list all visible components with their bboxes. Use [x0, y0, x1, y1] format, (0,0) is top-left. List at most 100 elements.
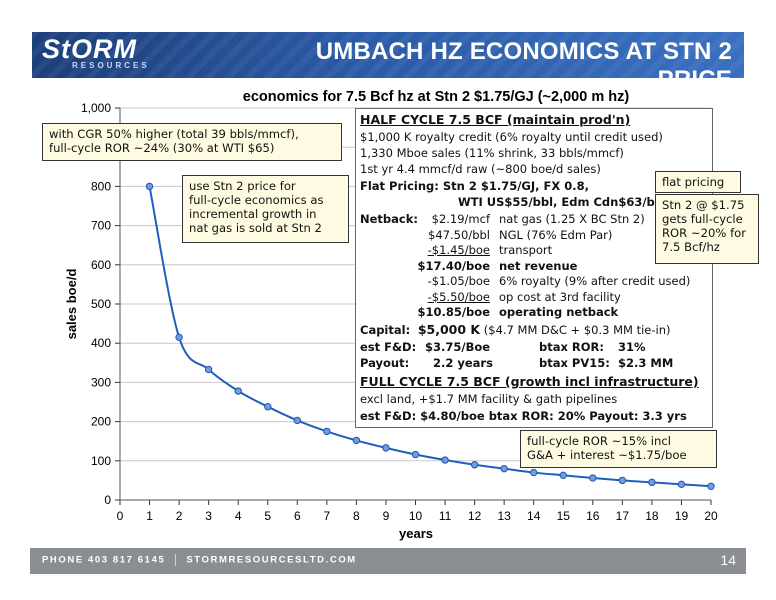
x-tick-label: 12	[468, 509, 482, 523]
y-tick-label: 0	[104, 493, 111, 507]
slide-header: StORM RESOURCES UMBACH HZ ECONOMICS AT S…	[0, 0, 776, 93]
netback-value: -$1.45/boe	[427, 243, 490, 257]
netback-description: operating netback	[499, 305, 619, 319]
logo-main-text: StORM	[42, 34, 137, 64]
x-tick-label: 4	[235, 509, 242, 523]
stn2-note-line: use Stn 2 price for	[189, 179, 296, 193]
netback-description: 6% royalty (9% after credit used)	[499, 274, 691, 288]
full-cycle-title: FULL CYCLE 7.5 BCF (growth incl infrastr…	[360, 374, 699, 389]
flat-note-line: flat pricing	[662, 175, 725, 189]
data-point	[204, 365, 213, 374]
data-point	[589, 474, 597, 482]
capital-line: Capital: $5,000 K ($4.7 MM D&C + $0.3 MM…	[360, 322, 671, 337]
axes	[115, 107, 712, 505]
stn2-175-line: gets full-cycle	[662, 212, 743, 226]
y-tick-label: 600	[91, 258, 111, 272]
footer-website[interactable]: STORMRESOURCESLTD.COM	[186, 554, 357, 566]
y-tick-label: 400	[91, 336, 111, 350]
header-band	[32, 32, 744, 78]
stn2-note-line: nat gas is sold at Stn 2	[189, 221, 322, 235]
cgr-note-line: with CGR 50% higher (total 39 bbls/mmcf)…	[49, 127, 299, 141]
payout-label: Payout:	[360, 356, 410, 370]
netback-label: Netback:	[360, 212, 418, 226]
footer-contact: PHONE 403 817 6145 STORMRESOURCESLTD.COM	[42, 554, 357, 566]
stn2-175-note: Stn 2 @ $1.75 gets full-cycle ROR ~20% f…	[655, 194, 759, 264]
capital-detail: ($4.7 MM D&C + $0.3 MM tie-in)	[483, 323, 671, 337]
x-tick-label: 19	[675, 509, 689, 523]
data-point	[145, 182, 154, 191]
y-tick-labels: 01002003004005006007008009001,000	[81, 101, 111, 507]
x-tick-label: 0	[117, 509, 124, 523]
x-tick-label: 6	[294, 509, 301, 523]
footer-divider	[175, 554, 177, 566]
full-cycle-line-2: est F&D: $4.80/boe btax ROR: 20% Payout:…	[360, 409, 687, 423]
flat-pricing-line-2: WTI US$55/bbl, Edm Cdn$63/bbl	[458, 195, 667, 209]
data-point	[470, 461, 479, 469]
y-tick-label: 1,000	[81, 101, 111, 115]
x-axis-label: years	[399, 526, 433, 541]
economics-panel: HALF CYCLE 7.5 BCF (maintain prod'n) $1,…	[355, 108, 713, 428]
first-year-line: 1st yr 4.4 mmcf/d raw (~800 boe/d sales)	[360, 162, 601, 176]
stn2-175-line: 7.5 Bcf/hz	[662, 240, 720, 254]
data-point	[234, 387, 242, 395]
x-tick-label: 16	[586, 509, 600, 523]
x-tick-label: 9	[383, 509, 390, 523]
data-point	[323, 427, 331, 436]
page-number: 14	[720, 552, 736, 568]
cgr-note-line: full-cycle ROR ~24% (30% at WTI $65)	[49, 141, 275, 155]
y-axis-label: sales boe/d	[64, 269, 79, 340]
fd-label: est F&D:	[360, 340, 417, 354]
netback-value: $17.40/boe	[417, 258, 490, 273]
full-cycle-note: full-cycle ROR ~15% incl G&A + interest …	[520, 430, 717, 468]
x-tick-label: 18	[645, 509, 659, 523]
x-tick-label: 11	[439, 509, 452, 523]
netback-description: transport	[499, 243, 553, 257]
netback-value: $2.19/mcf	[431, 212, 490, 226]
stn2-note-line: incremental growth in	[189, 207, 317, 221]
data-point	[648, 478, 656, 487]
data-point	[618, 476, 627, 485]
x-tick-label: 15	[557, 509, 571, 523]
flat-pricing-note: flat pricing	[655, 171, 741, 193]
full-cycle-note-line: full-cycle ROR ~15% incl	[527, 434, 671, 448]
x-tick-label: 8	[353, 509, 360, 523]
stn2-175-line: Stn 2 @ $1.75	[662, 198, 745, 212]
series-layer	[145, 182, 715, 490]
stn2-175-line: ROR ~20% for	[662, 226, 747, 240]
sales-line: 1,330 Mboe sales (11% shrink, 33 bbls/mm…	[360, 146, 624, 160]
stn2-note-line: full-cycle economics as	[189, 193, 324, 207]
half-cycle-title: HALF CYCLE 7.5 BCF (maintain prod'n)	[360, 112, 631, 127]
fd-value: $3.75/Boe	[425, 340, 491, 354]
data-point	[293, 416, 301, 425]
data-point	[264, 403, 272, 411]
netback-value: $10.85/boe	[417, 305, 490, 319]
cgr-note: with CGR 50% higher (total 39 bbls/mmcf)…	[42, 123, 342, 161]
netback-value: -$1.05/boe	[427, 274, 490, 288]
x-tick-label: 13	[497, 509, 511, 523]
btax-ror-label: btax ROR:	[539, 340, 604, 354]
y-tick-label: 800	[91, 179, 111, 193]
netback-description: op cost at 3rd facility	[499, 289, 621, 304]
netback-description: nat gas (1.25 X BC Stn 2)	[499, 212, 645, 226]
netback-description: net revenue	[499, 258, 578, 273]
y-tick-label: 100	[91, 454, 111, 468]
chart-title: economics for 7.5 Bcf hz at Stn 2 $1.75/…	[243, 89, 630, 105]
slide-footer: PHONE 403 817 6145 STORMRESOURCESLTD.COM …	[30, 548, 746, 574]
x-tick-label: 1	[146, 509, 153, 523]
data-point	[530, 468, 538, 477]
data-point	[352, 436, 361, 445]
netback-description: NGL (76% Edm Par)	[499, 227, 613, 242]
x-tick-label: 2	[176, 509, 183, 523]
full-cycle-note-line: G&A + interest ~$1.75/boe	[527, 448, 687, 462]
netback-value: -$5.50/boe	[427, 289, 490, 304]
netback-value: $47.50/bbl	[428, 227, 490, 242]
storm-logo: StORM RESOURCES	[42, 34, 152, 72]
data-point	[500, 464, 508, 473]
data-point	[175, 333, 183, 342]
payout-value: 2.2 years	[433, 356, 493, 370]
data-point	[382, 444, 390, 452]
series-line	[148, 186, 712, 488]
btax-pv-label: btax PV15:	[539, 356, 610, 370]
x-tick-labels: 0 1 2 3 4 5 6 7 8 9 10 11 12 13 14 15 16 17 18 19 20	[117, 509, 718, 523]
x-tick-label: 5	[264, 509, 271, 523]
